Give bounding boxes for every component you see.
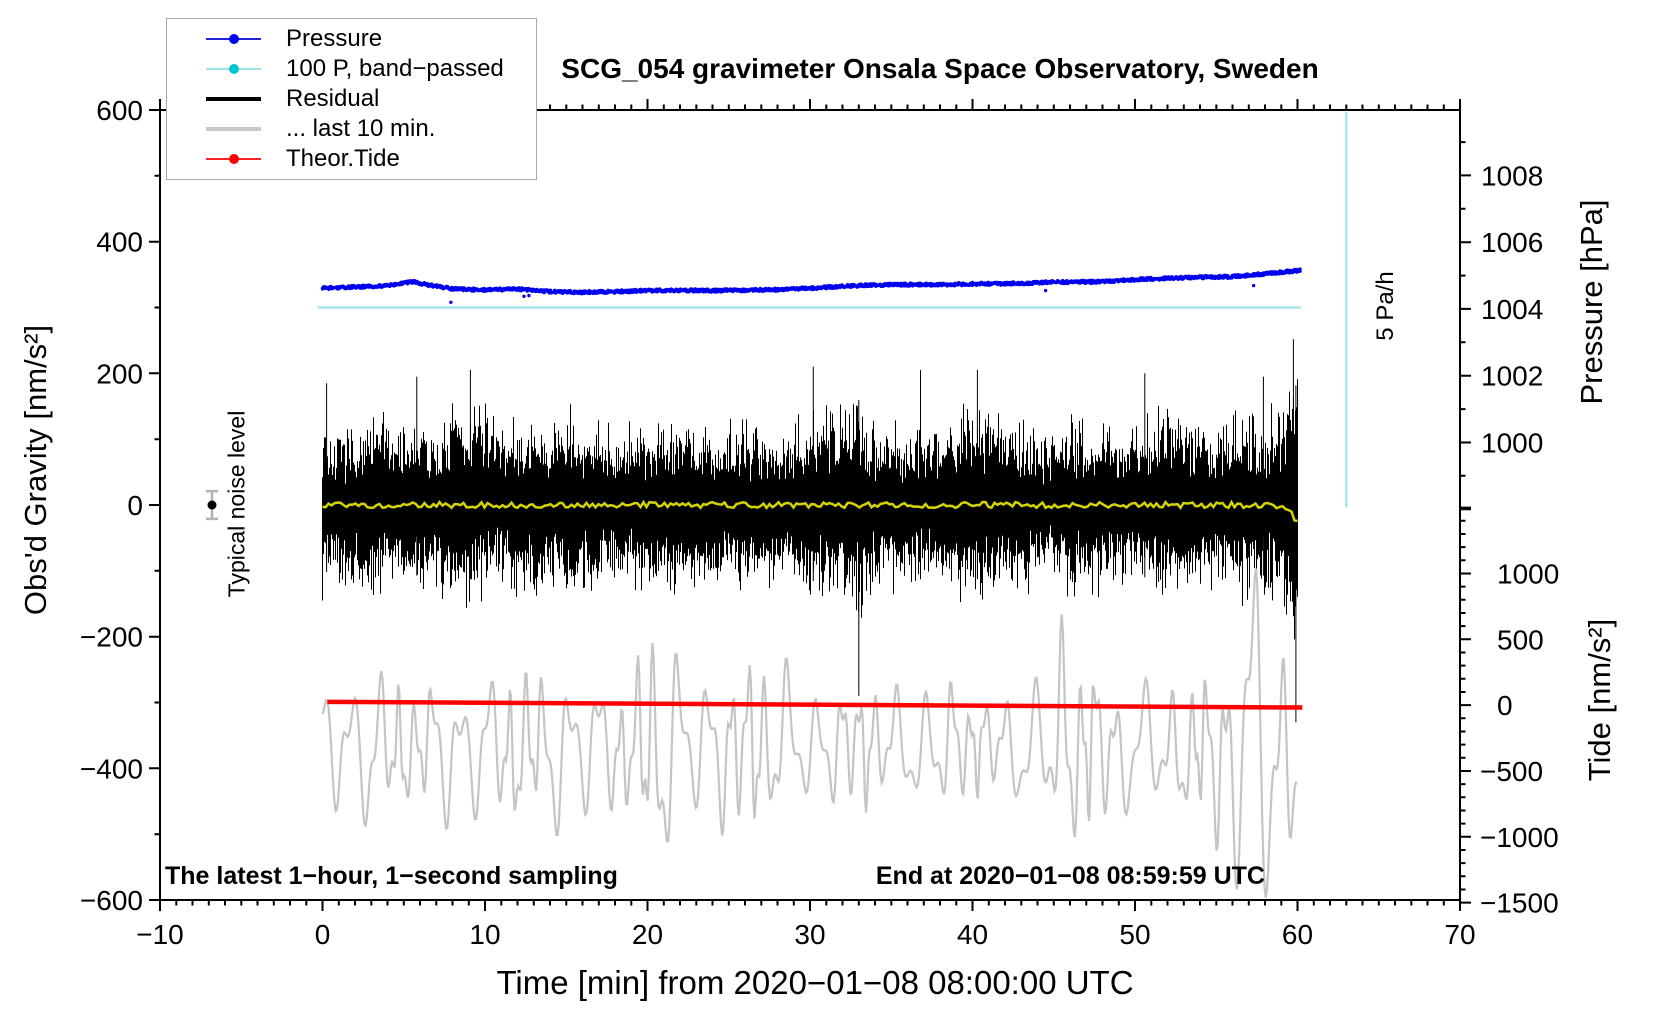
- gravity-axis-label: Obs'd Gravity [nm/s²]: [18, 324, 53, 616]
- legend-item-theor-tide: Theor.Tide: [167, 144, 536, 174]
- end-time-annotation: End at 2020−01−08 08:59:59 UTC: [875, 862, 1265, 890]
- svg-text:1000: 1000: [1497, 558, 1559, 589]
- svg-text:1000: 1000: [1481, 427, 1543, 458]
- x-axis-label: Time [min] from 2020−01−08 08:00:00 UTC: [496, 964, 1134, 1001]
- sampling-annotation: The latest 1−hour, 1−second sampling: [165, 862, 618, 890]
- svg-text:500: 500: [1497, 624, 1544, 655]
- svg-text:0: 0: [1497, 690, 1513, 721]
- residual-series: [322, 339, 1298, 723]
- band-passed-line-swatch: [206, 64, 261, 74]
- theor-tide-line-swatch: [206, 154, 261, 164]
- svg-text:−10: −10: [136, 919, 184, 950]
- svg-text:60: 60: [1282, 919, 1313, 950]
- pressure-axis-label: Pressure [hPa]: [1574, 199, 1609, 405]
- svg-text:0: 0: [127, 490, 143, 521]
- smoothed-residual-series: [322, 499, 1298, 523]
- legend-item-pressure: Pressure: [167, 24, 536, 54]
- svg-text:−400: −400: [80, 753, 143, 784]
- last-10-min-series: [321, 568, 1298, 898]
- svg-text:600: 600: [96, 95, 143, 126]
- legend-item-band-passed: 100 P, band−passed: [167, 54, 536, 84]
- svg-text:10: 10: [469, 919, 500, 950]
- svg-text:−200: −200: [80, 622, 143, 653]
- svg-text:−1500: −1500: [1480, 888, 1559, 919]
- legend-box: Pressure 100 P, band−passed Residual ...…: [166, 18, 537, 180]
- svg-text:50: 50: [1119, 919, 1150, 950]
- noise-level-marker: [206, 489, 218, 521]
- svg-text:−500: −500: [1480, 756, 1543, 787]
- axes: −10 0 10 20 30 40 50 60 70 600 400 200 0 −200 −400 −600…: [80, 95, 1559, 950]
- svg-text:20: 20: [632, 919, 663, 950]
- theor-tide-series: [327, 699, 1303, 710]
- svg-text:70: 70: [1444, 919, 1475, 950]
- data-series: [317, 267, 1303, 898]
- svg-text:30: 30: [794, 919, 825, 950]
- svg-text:400: 400: [96, 227, 143, 258]
- svg-text:−1000: −1000: [1480, 822, 1559, 853]
- svg-text:1006: 1006: [1481, 227, 1543, 258]
- tide-axis-label: Tide [nm/s²]: [1582, 618, 1617, 782]
- svg-text:1008: 1008: [1481, 160, 1543, 191]
- svg-text:1002: 1002: [1481, 361, 1543, 392]
- svg-text:0: 0: [315, 919, 331, 950]
- pressure-rate-scale-label: 5 Pa/h: [1372, 271, 1399, 341]
- svg-text:200: 200: [96, 358, 143, 389]
- noise-level-label: Typical noise level: [223, 410, 250, 598]
- residual-line-swatch: [206, 97, 261, 101]
- legend-item-last-10-min: ... last 10 min.: [167, 114, 536, 144]
- chart-title: SCG_054 gravimeter Onsala Space Observat…: [561, 53, 1319, 84]
- pressure-series: [320, 267, 1302, 304]
- svg-text:40: 40: [957, 919, 988, 950]
- svg-text:1004: 1004: [1481, 294, 1543, 325]
- last-10-min-line-swatch: [206, 127, 261, 131]
- legend-item-residual: Residual: [167, 84, 536, 114]
- svg-text:−600: −600: [80, 885, 143, 916]
- pressure-line-swatch: [206, 34, 261, 44]
